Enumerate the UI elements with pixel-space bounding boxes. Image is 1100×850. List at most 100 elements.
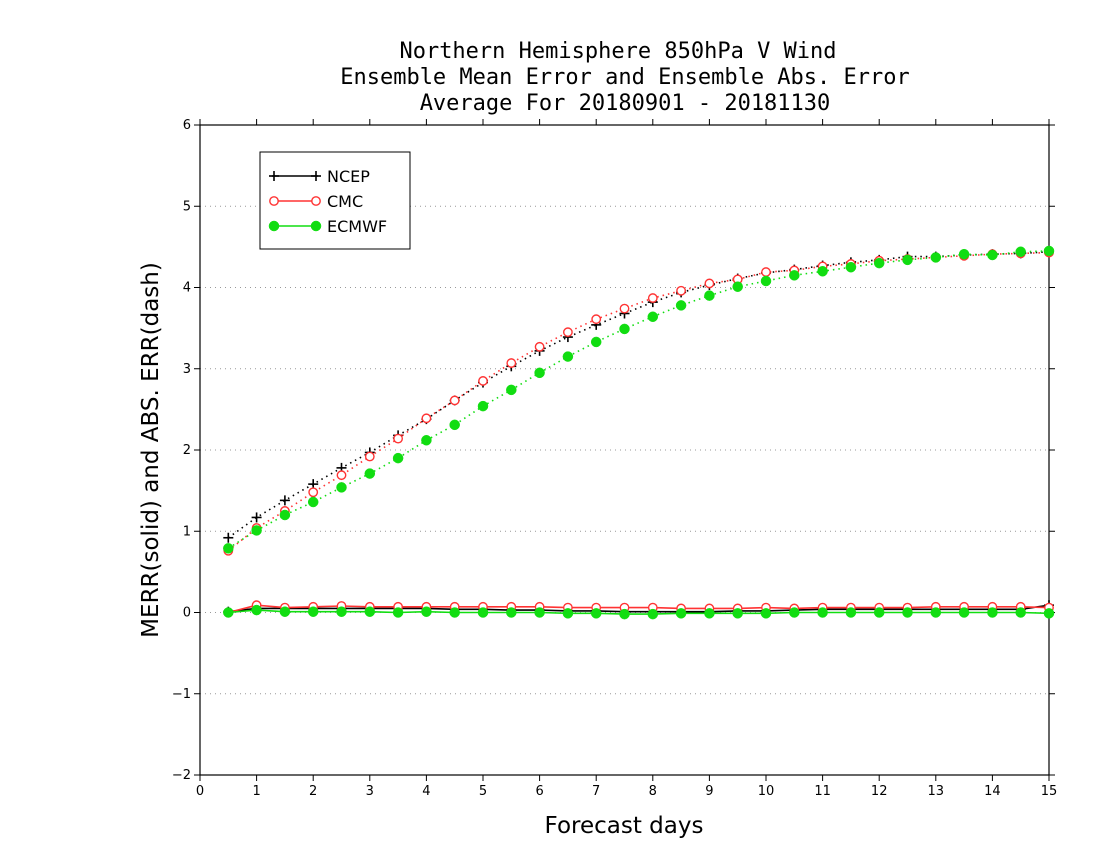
abs-error-point-ecmwf	[449, 419, 460, 431]
mean-error-point-ecmwf	[1015, 607, 1026, 618]
abs-error-point-ecmwf	[392, 452, 404, 464]
x-tick-label: 0	[196, 784, 204, 799]
y-tick-label: 5	[183, 199, 191, 214]
abs-error-point-cmc	[478, 376, 488, 386]
y-tick-label: 1	[183, 524, 191, 539]
legend-marker-ncep	[311, 171, 321, 181]
abs-error-point-ecmwf	[421, 435, 432, 446]
abs-error-line-ncep	[227, 251, 1050, 539]
legend-marker-cmc	[311, 196, 321, 206]
mean-error-point-ecmwf	[930, 607, 942, 618]
abs-error-point-cmc	[364, 451, 375, 462]
abs-error-point-cmc	[591, 314, 602, 325]
x-tick-label: 10	[758, 784, 775, 799]
x-tick-label: 2	[309, 784, 317, 799]
y-tick-label: 0	[183, 606, 191, 621]
x-tick-label: 4	[422, 784, 430, 799]
x-tick-label: 7	[592, 784, 600, 799]
mean-error-point-ecmwf	[307, 606, 319, 617]
abs-error-point-ecmwf	[307, 496, 319, 508]
abs-error-point-ecmwf	[336, 482, 347, 493]
abs-error-point-ncep	[279, 495, 290, 506]
abs-error-point-ecmwf	[845, 261, 857, 273]
x-tick-label: 5	[479, 784, 487, 799]
abs-error-point-ecmwf	[279, 509, 291, 521]
abs-error-point-cmc	[336, 470, 347, 481]
abs-error-point-cmc	[647, 293, 658, 303]
abs-error-point-ecmwf	[873, 257, 885, 269]
y-axis-label: MERR(solid) and ABS. ERR(dash)	[138, 262, 164, 638]
title-line-1: Northern Hemisphere 850hPa V Wind	[399, 39, 836, 64]
mean-error-point-ecmwf	[817, 607, 828, 618]
legend-label-cmc: CMC	[327, 192, 363, 211]
mean-error-point-ecmwf	[449, 607, 460, 618]
abs-error-point-cmc	[393, 433, 403, 444]
mean-error-point-ecmwf	[704, 608, 715, 619]
title-line-2: Ensemble Mean Error and Ensemble Abs. Er…	[340, 65, 910, 90]
mean-error-point-ecmwf	[732, 608, 743, 619]
abs-error-point-cmc	[449, 395, 460, 406]
abs-error-point-ecmwf	[364, 468, 376, 479]
abs-error-point-ecmwf	[1043, 245, 1055, 257]
x-tick-label: 12	[871, 784, 888, 799]
x-tick-label: 15	[1041, 784, 1058, 799]
abs-error-point-ecmwf	[534, 367, 545, 379]
chart-title: Northern Hemisphere 850hPa V Wind Ensemb…	[340, 39, 910, 116]
x-tick-label: 9	[705, 784, 713, 799]
abs-error-point-cmc	[534, 341, 545, 352]
x-tick-label: 14	[984, 784, 1001, 799]
legend-marker-ecmwf	[268, 220, 280, 232]
legend-label-ncep: NCEP	[327, 167, 370, 186]
x-tick-label: 13	[928, 784, 945, 799]
series-ecmwf	[223, 245, 1055, 620]
abs-error-point-ecmwf	[647, 311, 659, 322]
mean-error-point-ecmwf	[845, 607, 857, 618]
mean-error-point-ecmwf	[1043, 608, 1055, 619]
abs-error-point-ecmwf	[732, 281, 743, 292]
x-axis-ticks: 0 1 2 3 4 5 6 7 8 9 10 11 12 13 14 15	[196, 119, 1057, 799]
mean-error-point-ecmwf	[421, 606, 432, 617]
mean-error-point-ecmwf	[902, 607, 913, 618]
series-ncep	[223, 246, 1054, 617]
abs-error-point-cmc	[676, 285, 686, 296]
mean-error-point-ecmwf	[223, 607, 234, 618]
abs-error-line-cmc	[227, 251, 1050, 552]
abs-error-point-ncep	[223, 532, 234, 543]
gridlines	[200, 205, 1049, 695]
abs-error-point-ecmwf	[760, 275, 772, 287]
mean-error-point-ecmwf	[760, 608, 772, 619]
y-tick-label: −2	[172, 768, 191, 783]
mean-error-point-ecmwf	[364, 606, 376, 617]
mean-error-point-ecmwf	[590, 608, 602, 619]
abs-error-point-ecmwf	[704, 290, 715, 301]
plot-frame	[199, 124, 1050, 776]
abs-error-point-ecmwf	[1015, 246, 1026, 257]
abs-error-point-ecmwf	[958, 248, 970, 260]
legend-item-ncep: NCEP	[269, 167, 370, 186]
abs-error-point-cmc	[308, 487, 319, 498]
abs-error-point-ecmwf	[506, 384, 517, 396]
abs-error-point-ecmwf	[619, 323, 630, 335]
abs-error-line-ecmwf	[227, 250, 1050, 549]
mean-error-point-ecmwf	[392, 607, 404, 618]
abs-error-point-ecmwf	[223, 543, 234, 554]
x-tick-label: 6	[535, 784, 543, 799]
y-axis-ticks: 6 5 4 3 2 1 0 −1 −2	[172, 118, 1055, 783]
abs-error-point-cmc	[506, 358, 517, 368]
abs-error-point-ecmwf	[675, 300, 687, 311]
mean-error-point-ecmwf	[873, 607, 885, 618]
abs-error-point-ecmwf	[477, 400, 489, 412]
abs-error-point-ncep	[251, 512, 262, 523]
y-tick-label: 3	[183, 362, 191, 377]
mean-error-point-ecmwf	[251, 604, 262, 616]
mean-error-point-ecmwf	[562, 608, 574, 619]
legend-marker-cmc	[269, 196, 279, 206]
legend-item-cmc: CMC	[269, 192, 363, 211]
x-tick-label: 1	[252, 784, 260, 799]
mean-error-point-ecmwf	[619, 608, 630, 620]
x-tick-label: 8	[649, 784, 657, 799]
title-line-3: Average For 20180901 - 20181130	[420, 91, 831, 116]
abs-error-point-ecmwf	[987, 249, 998, 261]
abs-error-point-ecmwf	[902, 254, 913, 266]
